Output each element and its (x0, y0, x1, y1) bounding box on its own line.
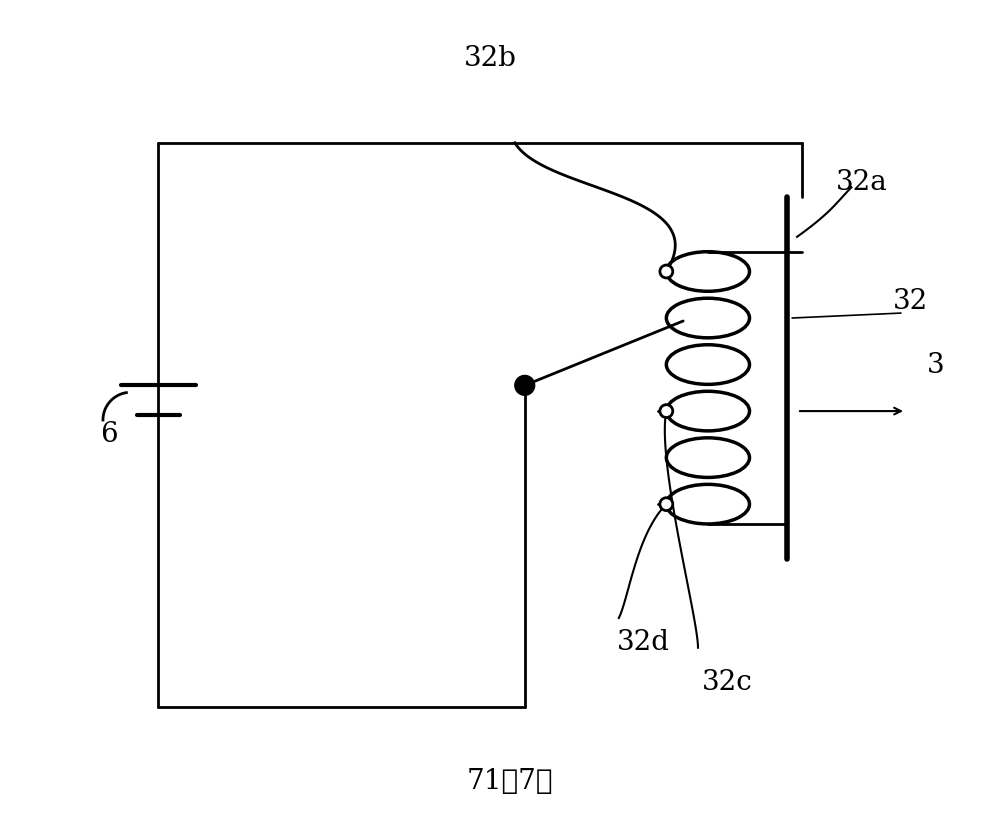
Text: 32c: 32c (702, 669, 753, 696)
Text: 32: 32 (893, 287, 929, 315)
Circle shape (660, 405, 673, 417)
Circle shape (660, 498, 673, 511)
Circle shape (660, 265, 673, 278)
Text: 6: 6 (100, 422, 118, 449)
Text: 32d: 32d (617, 629, 670, 656)
Text: 32b: 32b (464, 45, 517, 72)
Text: 71（7）: 71（7） (467, 768, 553, 795)
Text: 3: 3 (927, 352, 944, 379)
Circle shape (515, 375, 535, 396)
Text: 32a: 32a (836, 169, 887, 196)
